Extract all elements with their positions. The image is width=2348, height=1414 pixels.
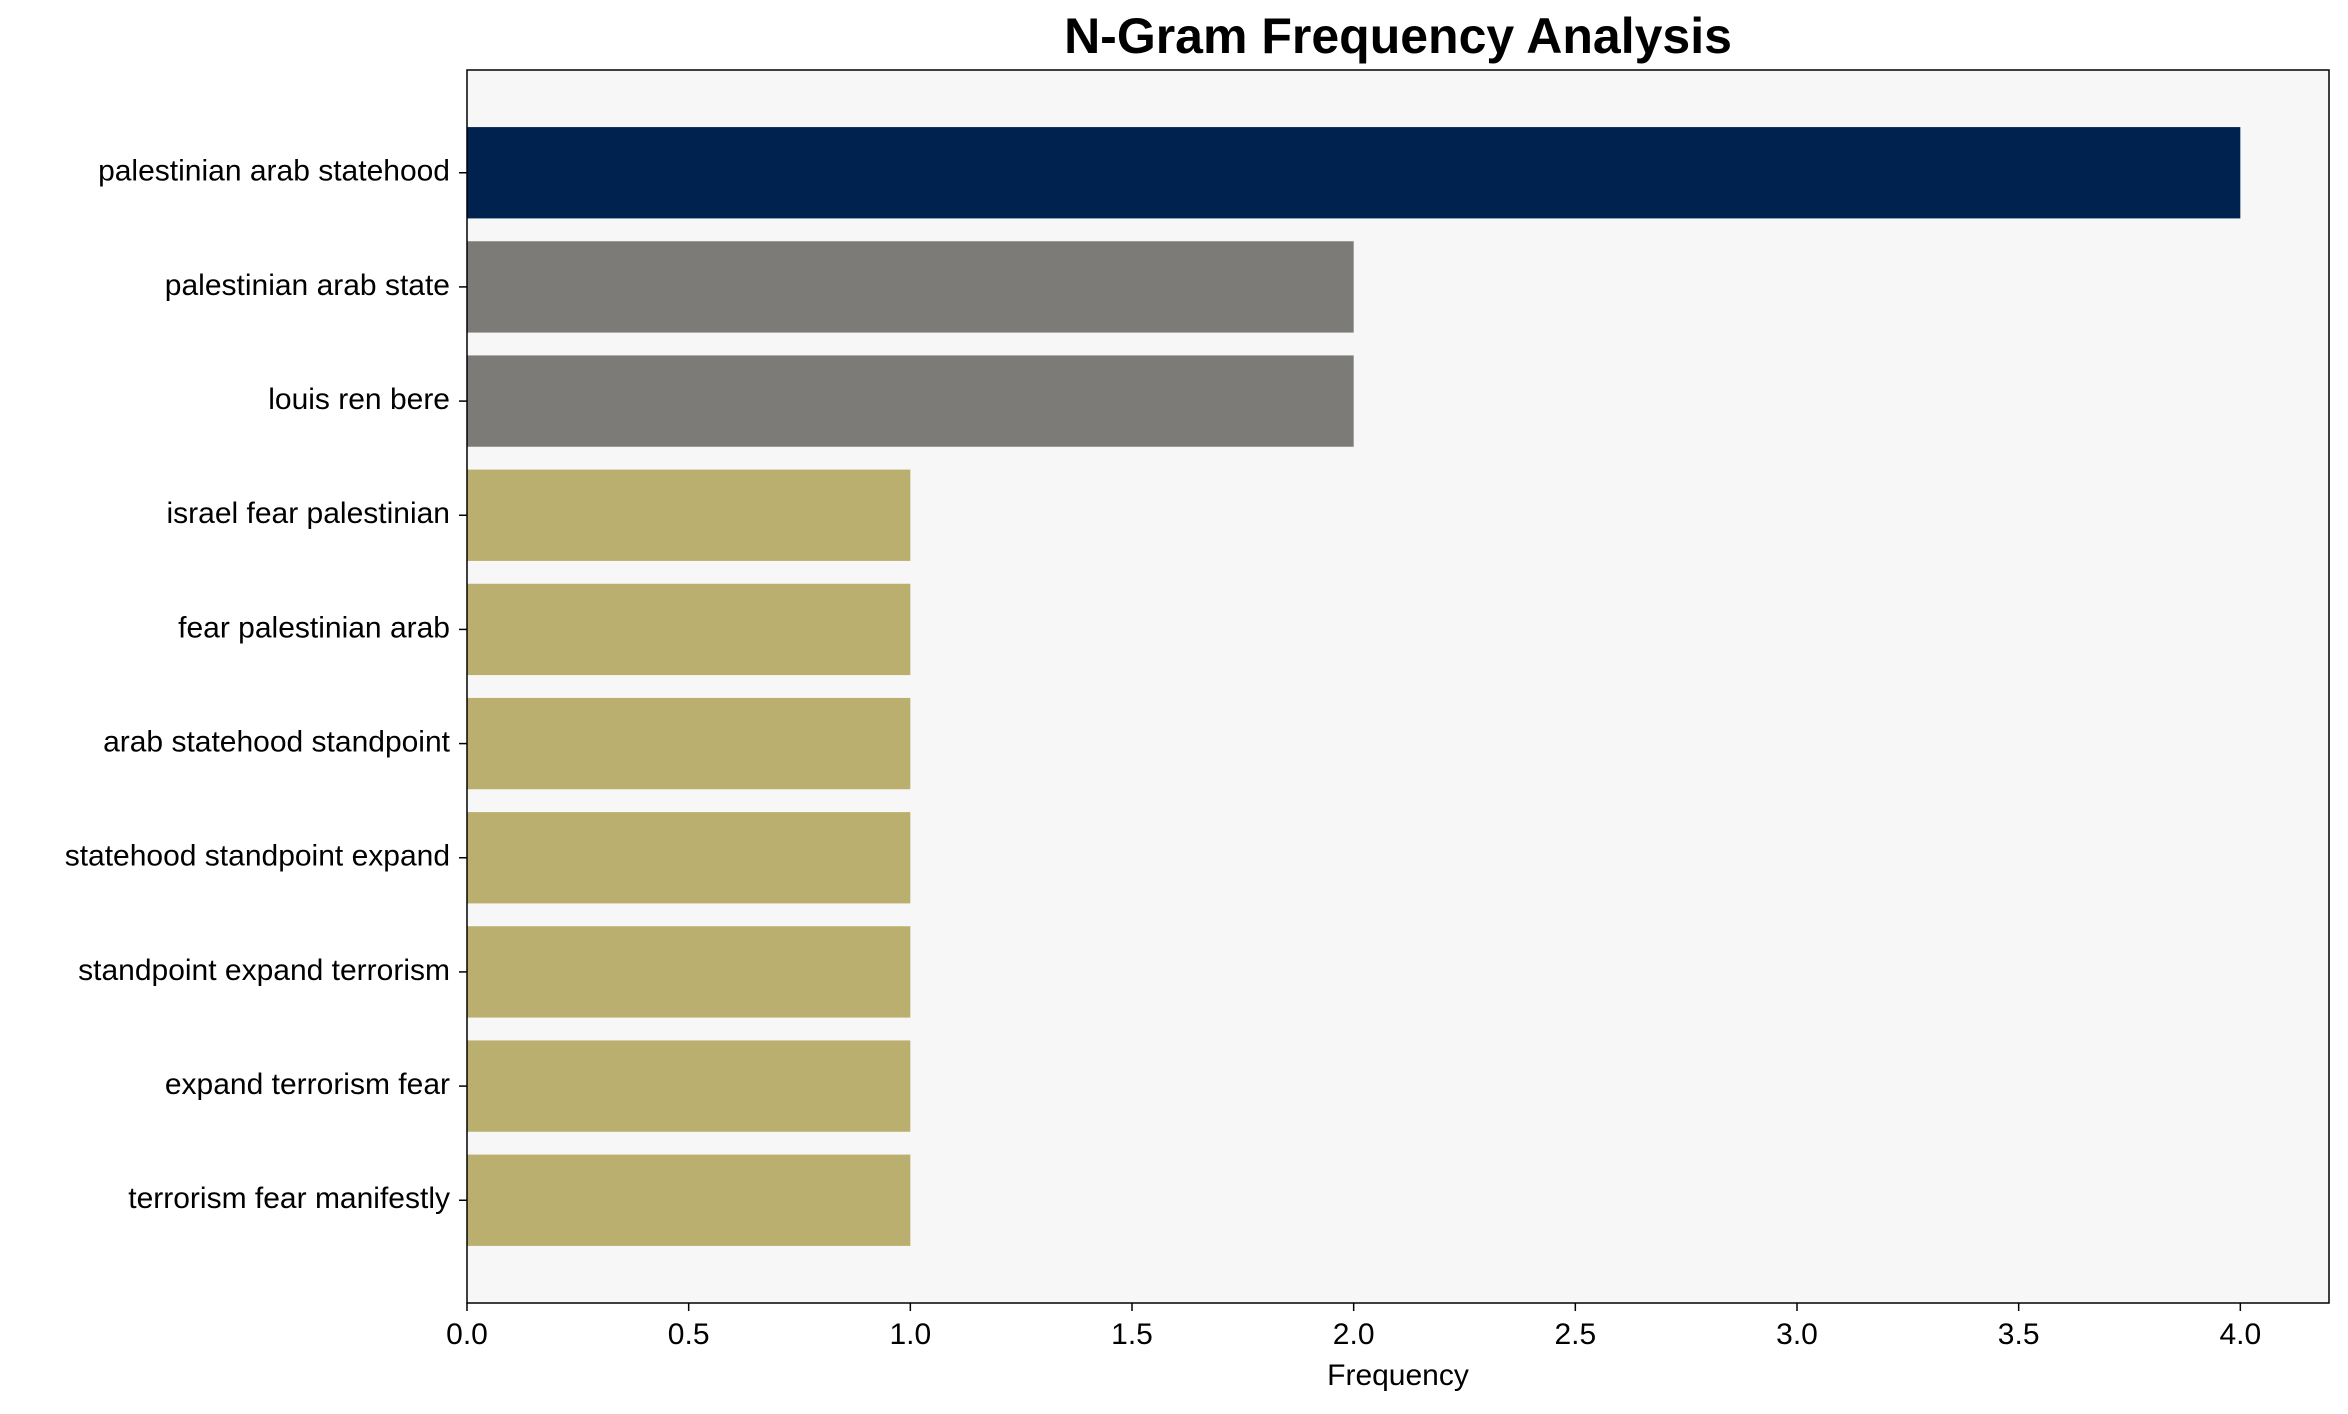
bar (467, 1154, 911, 1246)
x-tick-label: 1.0 (889, 1318, 931, 1351)
y-tick-label: louis ren bere (268, 383, 450, 416)
x-tick-label: 2.0 (1333, 1318, 1375, 1351)
y-tick-label: arab statehood standpoint (103, 726, 451, 759)
bar (467, 926, 911, 1018)
y-tick-label: palestinian arab statehood (98, 155, 450, 188)
bar (467, 697, 911, 790)
bar (467, 1040, 911, 1132)
x-tick-label: 2.5 (1554, 1318, 1596, 1351)
bar (467, 812, 911, 904)
y-tick-label: standpoint expand terrorism (78, 954, 450, 987)
x-tick-label: 0.0 (446, 1318, 488, 1351)
bar (467, 355, 1354, 447)
x-tick-label: 0.5 (668, 1318, 710, 1351)
y-tick-label: israel fear palestinian (167, 497, 451, 530)
bar (467, 127, 2241, 219)
bar (467, 469, 911, 561)
y-tick-label: statehood standpoint expand (65, 840, 450, 873)
x-tick-label: 1.5 (1111, 1318, 1153, 1351)
bar (467, 583, 911, 676)
y-tick-label: palestinian arab state (165, 269, 450, 302)
plot-frame (466, 69, 2330, 1304)
x-tick-label: 3.0 (1776, 1318, 1818, 1351)
y-tick-label: fear palestinian arab (178, 611, 450, 644)
chart-title: N-Gram Frequency Analysis (1064, 8, 1732, 64)
bar (467, 241, 1354, 333)
y-tick-label: terrorism fear manifestly (128, 1182, 450, 1215)
x-tick-label: 3.5 (1998, 1318, 2040, 1351)
x-tick-label: 4.0 (2219, 1318, 2261, 1351)
x-axis-label: Frequency (1327, 1359, 1469, 1392)
y-tick-label: expand terrorism fear (165, 1068, 450, 1101)
